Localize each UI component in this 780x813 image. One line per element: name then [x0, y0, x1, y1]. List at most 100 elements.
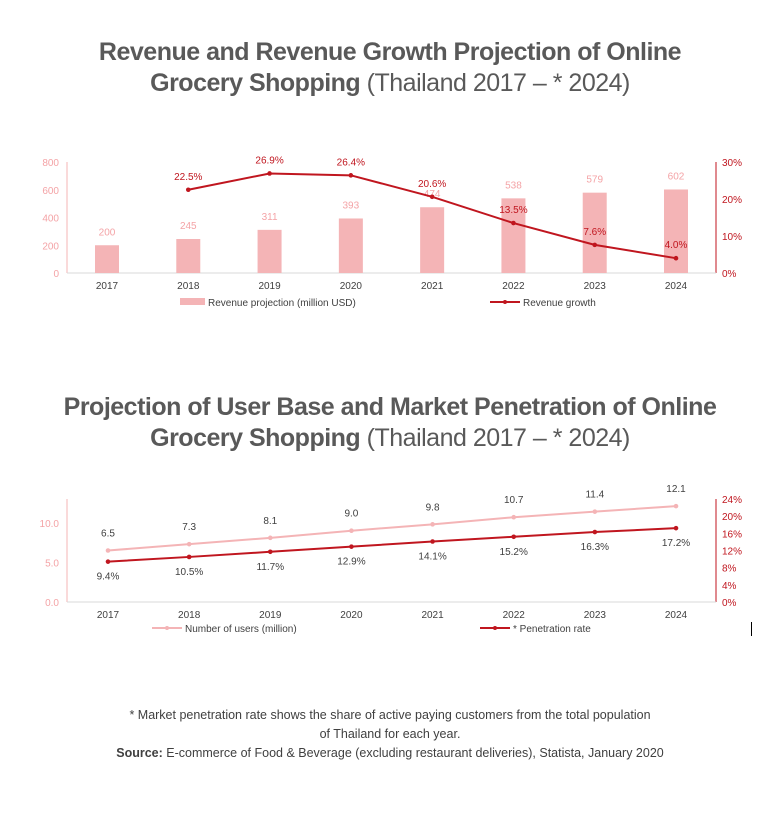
x-tick-label: 2021: [421, 610, 444, 621]
left-tick-label: 400: [42, 214, 59, 225]
x-tick-label: 2018: [178, 610, 201, 621]
right-tick-label: 30%: [722, 158, 742, 169]
line-data-label: 17.2%: [662, 538, 690, 549]
x-tick-label: 2020: [340, 610, 363, 621]
legend-marker: [503, 300, 507, 304]
data-point: [673, 503, 679, 509]
data-point: [592, 242, 598, 248]
right-tick-label: 20%: [722, 512, 742, 523]
data-point: [186, 554, 192, 560]
bar-data-label: 245: [180, 221, 197, 232]
source-line: Source: E-commerce of Food & Beverage (e…: [0, 744, 780, 763]
line-data-label: 16.3%: [581, 542, 609, 553]
series-line: [107, 527, 677, 563]
chart-2-title-bold: Grocery Shopping: [150, 424, 361, 452]
bar: [501, 198, 526, 273]
bar: [338, 218, 363, 273]
data-point: [185, 187, 191, 193]
line-data-label: 8.1: [263, 516, 277, 527]
data-point: [267, 171, 272, 176]
data-point: [186, 541, 192, 547]
chart-2-title: Projection of User Base and Market Penet…: [0, 392, 780, 454]
x-tick-label: 2023: [584, 610, 607, 621]
footnote-line2: of Thailand for each year.: [319, 727, 461, 741]
legend-marker: [493, 626, 497, 630]
chart-1: 0 200 400 600 800 0% 10% 20% 30% 2017 2018 2019 2020…: [42, 155, 742, 309]
x-tick-label: 2019: [259, 610, 282, 621]
left-tick-label: 0: [53, 269, 59, 280]
footnote-line1: * Market penetration rate shows the shar…: [129, 708, 651, 722]
line-data-label: 7.6%: [583, 227, 606, 238]
legend-label: Revenue projection (million USD): [208, 298, 356, 309]
x-tick-label: 2020: [340, 281, 363, 292]
x-tick-label: 2019: [258, 281, 281, 292]
bar: [420, 207, 445, 273]
right-tick-label: 16%: [722, 529, 742, 540]
bar-data-label: 311: [262, 212, 278, 223]
source-label: Source:: [116, 746, 163, 760]
bar-data-label: 538: [505, 180, 522, 191]
legend-label: Number of users (million): [185, 624, 297, 635]
chart-2: 0.0 5.0 10.0 0% 4% 8% 12% 16% 20% 24% 2017 2018 2019…: [40, 484, 743, 635]
line-data-label: 26.4%: [337, 157, 365, 168]
data-point: [430, 539, 435, 544]
right-tick-label: 20%: [722, 195, 742, 206]
right-tick-label: 24%: [722, 495, 742, 506]
line-data-label: 20.6%: [418, 179, 446, 190]
footnote: * Market penetration rate shows the shar…: [0, 706, 780, 763]
bar: [95, 245, 119, 273]
right-tick-label: 10%: [722, 232, 742, 243]
line-data-label: 11.7%: [256, 562, 284, 573]
legend-label: * Penetration rate: [513, 624, 591, 635]
line-data-label: 13.5%: [499, 205, 527, 216]
data-point: [349, 528, 354, 533]
data-point: [348, 173, 354, 178]
line-data-label: 10.5%: [175, 567, 203, 578]
bar-data-label: 393: [343, 200, 360, 211]
data-point: [267, 535, 273, 541]
legend-swatch: [180, 298, 205, 305]
data-point: [592, 529, 598, 535]
x-tick-label: 2023: [584, 281, 607, 292]
bar-data-label: 602: [668, 171, 685, 182]
data-point: [592, 509, 598, 514]
data-point: [429, 194, 435, 200]
data-point: [267, 549, 273, 555]
legend-marker: [165, 626, 169, 630]
x-tick-label: 2021: [421, 281, 444, 292]
line-data-label: 22.5%: [174, 172, 202, 183]
left-tick-label: 800: [42, 158, 59, 169]
bar-data-label: 200: [99, 227, 116, 238]
text-cursor: [751, 622, 752, 636]
data-point: [105, 559, 111, 564]
line-data-label: 4.0%: [665, 240, 688, 251]
x-tick-label: 2022: [502, 281, 525, 292]
line-data-label: 9.8: [426, 502, 440, 513]
chart-1-title-normal: (Thailand 2017 – * 2024): [360, 69, 631, 97]
chart-2-title-line1: Projection of User Base and Market Penet…: [63, 393, 717, 421]
line-data-label: 12.1: [666, 484, 686, 495]
left-tick-label: 5.0: [45, 558, 59, 569]
x-tick-label: 2017: [97, 610, 120, 621]
line-data-label: 9.0: [344, 509, 358, 520]
left-tick-label: 0.0: [45, 598, 59, 609]
line-data-label: 7.3: [182, 522, 196, 533]
data-point: [511, 534, 517, 540]
data-point: [105, 548, 111, 553]
x-tick-label: 2017: [96, 281, 119, 292]
data-point: [511, 220, 516, 226]
bar: [176, 239, 201, 273]
x-tick-label: 2022: [503, 610, 526, 621]
line-data-label: 10.7: [504, 495, 524, 506]
left-tick-label: 10.0: [40, 519, 60, 530]
x-tick-label: 2024: [665, 610, 688, 621]
line-data-label: 12.9%: [337, 557, 365, 568]
line-data-label: 9.4%: [97, 572, 120, 583]
data-point: [511, 514, 517, 520]
bar-data-label: 579: [586, 175, 603, 186]
right-tick-label: 12%: [722, 547, 742, 558]
x-tick-label: 2024: [665, 281, 688, 292]
chart-1-title-line1: Revenue and Revenue Growth Projection of…: [98, 38, 682, 66]
data-point: [430, 522, 435, 527]
